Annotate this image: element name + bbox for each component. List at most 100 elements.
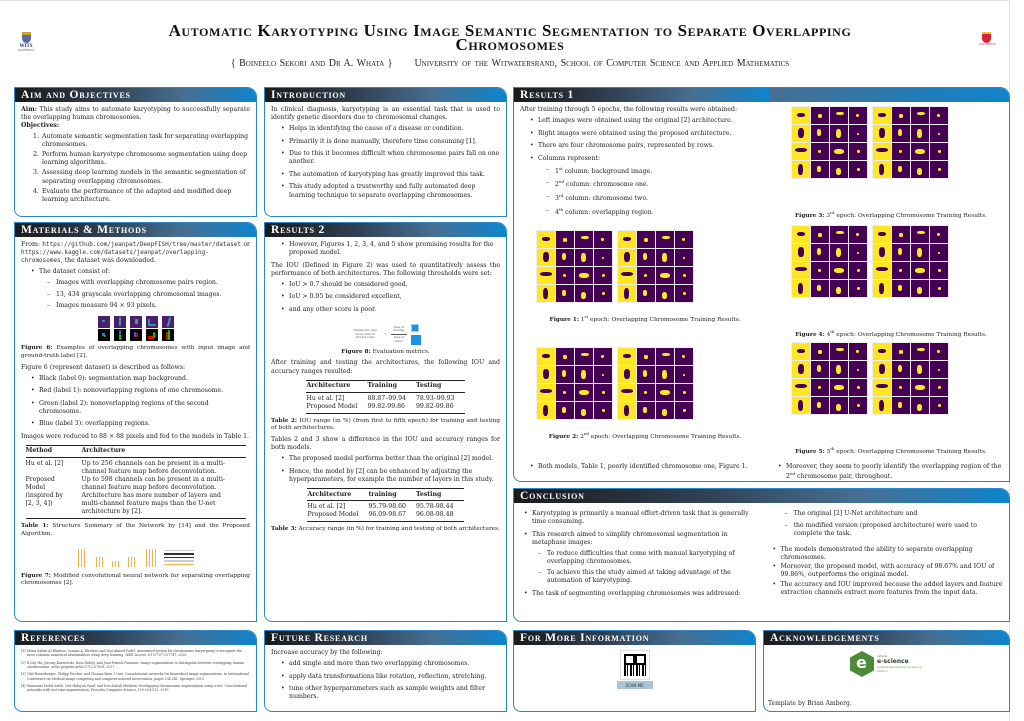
intro-bullet: Primarily it is done manually, therefore… (281, 138, 500, 146)
panel-title-aim: Aim and Objectives (15, 88, 256, 102)
table-1: Method Architecture Hu et al. [2] Up to 25… (25, 444, 246, 520)
red-shield-icon (981, 32, 991, 43)
label-item: Red (label 1): nonoverlapping regions of… (31, 387, 250, 395)
table-3: Architecture training Testing Hu et al. [2… (307, 488, 464, 523)
title-line-2: Chromosomes (455, 35, 565, 54)
future-bullet: tune other hyperparameters such as sampl… (281, 685, 500, 701)
difference-list: The proposed model performs better than … (271, 455, 500, 484)
overlap-label: Area of Overlap (393, 324, 405, 333)
segmentation-grid (791, 225, 868, 298)
scan-me-label[interactable]: SCAN ME (616, 681, 653, 690)
threshold-item: IoU > 0.95 be considered excellent, (281, 293, 500, 301)
from-label: From: (21, 241, 40, 248)
intro-text: In clinical diagnosis, karyotyping is an… (271, 106, 500, 122)
table3-caption: Accuracy range (in %) for training and t… (298, 526, 500, 533)
objective-item: 2. Perform human karyotype chromosome seg… (33, 151, 248, 167)
panel-acknowledgements: Acknowledgements national e-science post… (763, 630, 1010, 712)
segmentation-grid (872, 225, 949, 298)
reduced-text: Images were reduced to 88 × 88 pixels an… (21, 432, 249, 440)
e-science-logo: national e-science postgraduate teaching… (764, 651, 1009, 677)
future-bullet: add single and more than two overlapping… (281, 660, 500, 668)
threshold-list: IoU > 0.7 should be considered good, IoU… (271, 281, 500, 314)
union-label: Area of Union (393, 334, 404, 343)
after-training-text: After training and testing the architect… (271, 359, 500, 375)
figure-2-caption: Figure 2: 2nd epoch: Overlapping Chromos… (548, 431, 742, 440)
intro-bullet: This study adopted a trustworthy and ful… (281, 183, 500, 199)
dataset-item: Images measure 94 × 93 pixels. (47, 302, 250, 310)
segmentation-grid (791, 106, 868, 179)
e-science-tagline: postgraduate teaching and training platf… (877, 666, 922, 673)
panel-conclusion: Conclusion Karyotyping is primarily a ma… (513, 488, 1010, 622)
segmentation-grid (872, 342, 949, 415)
objectives-list: 1. Automate semantic segmentation task fo… (21, 133, 250, 204)
reference-item: [2] R Lily Hu, Jeremy Karnowski, Ross Fad… (21, 660, 244, 669)
conclusion-bullet: Karyotyping is primarily a manual effort… (524, 510, 755, 526)
github-dataset-link[interactable]: https://github.com/jeanpat/DeepFISH/tree… (42, 241, 241, 248)
figure-6-dataset-examples (21, 316, 250, 342)
segmentation-grid (536, 347, 613, 420)
dataset-bullet: The dataset consist of: Images with over… (31, 268, 250, 310)
reference-item: [3] Olaf Ronneberger, Philipp Fischer, an… (21, 672, 250, 681)
results1-bullet: Right images were obtained using the pro… (530, 130, 770, 138)
affiliation: University of the Witwatersrand, School … (414, 58, 790, 69)
figure-4-caption: Figure 4: 4th epoch: Overlapping Chromos… (795, 329, 987, 338)
future-bullet: apply data transformations like rotation… (281, 673, 500, 681)
right-logo-sub: UNIVERSITY (979, 43, 996, 46)
figure-5-epoch-5 (791, 342, 949, 415)
panel-future-research: Future Research Increase accuracy by the… (264, 630, 507, 712)
table-row: Proposed Model (inspired by [2, 3, 4]) Up… (25, 476, 246, 520)
e-science-hex-icon (850, 651, 874, 677)
panel-aim-objectives: Aim and Objectives Aim: This study aims … (14, 87, 257, 217)
results1-note-right: Moreover, they seem to poorly identify t… (778, 463, 1008, 481)
table-row: Proposed Model 96.09-98.67 96.08-98.48 (307, 511, 464, 523)
results2-bullet: However, Figures 1, 2, 3, 4, and 5 show … (281, 241, 500, 257)
e-science-small-text: national (877, 655, 888, 659)
fig7-label: Figure 7: (21, 572, 51, 579)
table1-label: Table 1: (21, 523, 49, 530)
future-intro: Increase accuracy by the following: (271, 649, 383, 656)
panel-title-methods: Materials & Methods (15, 223, 256, 237)
table-2: Architecture Training Testing Hu et al. [2… (306, 379, 465, 414)
column-item: 2nd column: chromosome one. (546, 179, 770, 189)
segmentation-grid (536, 230, 613, 303)
conclusion-subitem: To reduce difficulties that come with ma… (538, 550, 755, 566)
results1-note-left: Both models, Table 1, poorly identified … (530, 463, 765, 471)
panel-results-1: Results 1 After training through 5 epoch… (513, 87, 1010, 482)
objectives-label: Objectives: (21, 122, 60, 130)
panel-title-results-2: Results 2 (265, 223, 506, 237)
wits-shield-icon (21, 32, 31, 43)
conclusion-bullet: The accuracy and IOU improved because th… (773, 581, 1004, 597)
panel-title-references: References (15, 631, 256, 645)
fig8-caption: Evaluation metrics. (372, 348, 430, 355)
figure-4-epoch-4 (791, 225, 949, 298)
kaggle-dataset-link[interactable]: https://www.kaggle.com/datasets/jeanpat/… (21, 249, 209, 265)
table-row: Hu et al. [2] Up to 256 channels can be p… (25, 460, 226, 476)
aim-label: Aim: (21, 106, 37, 113)
threshold-item: IoU > 0.7 should be considered good, (281, 281, 500, 289)
results1-bullet: Columns represent: 1st column: backgroun… (530, 155, 770, 217)
panel-references: References [1] Mona Salem Al-Kharraz, Lam… (14, 630, 257, 712)
conclusion-subitem: To achieve this the study aimed at takin… (538, 569, 755, 585)
label-item: Green (label 2): nonoverlapping regions … (31, 400, 250, 416)
title-line-1: Automatic Karyotyping Using Image Semant… (168, 21, 852, 40)
fig6-label: Figure 6: (21, 345, 53, 352)
intro-list: Helps in identifying the cause of a dise… (271, 125, 500, 199)
reference-item: [1] Mona Salem Al-Kharraz, Lamiaa A. Elre… (21, 649, 242, 658)
qr-code[interactable] (619, 650, 650, 680)
figure-1-epoch-1 (536, 230, 694, 303)
segmentation-grid (617, 230, 694, 303)
column-item: 1st column: background image. (546, 166, 770, 176)
or-text: or (243, 241, 250, 248)
iou-text: The IOU (Defined in Figure 2) was used t… (271, 261, 500, 277)
figure-8-iou-diagram: Intersection over Union (IOU) or Jaccard… (271, 323, 500, 345)
fig6-description: Figure 6 (represent dataset) is describe… (21, 363, 186, 371)
objective-item: 4. Evaluate the performance of the adapte… (33, 187, 232, 203)
figure-5-caption: Figure 5: 5th epoch: Overlapping Chromos… (795, 446, 987, 455)
e-science-name: e-science (877, 658, 909, 666)
threshold-item: and any other score is poor. (281, 306, 500, 314)
segmentation-grid (617, 347, 694, 420)
fig6-caption: Examples of overlapping chromosomes with… (21, 345, 251, 359)
panel-title-conclusion: Conclusion (514, 489, 1009, 503)
overlap-square-icon (410, 323, 419, 332)
objective-item: 3. Assessing deep learning models in the … (33, 169, 246, 185)
